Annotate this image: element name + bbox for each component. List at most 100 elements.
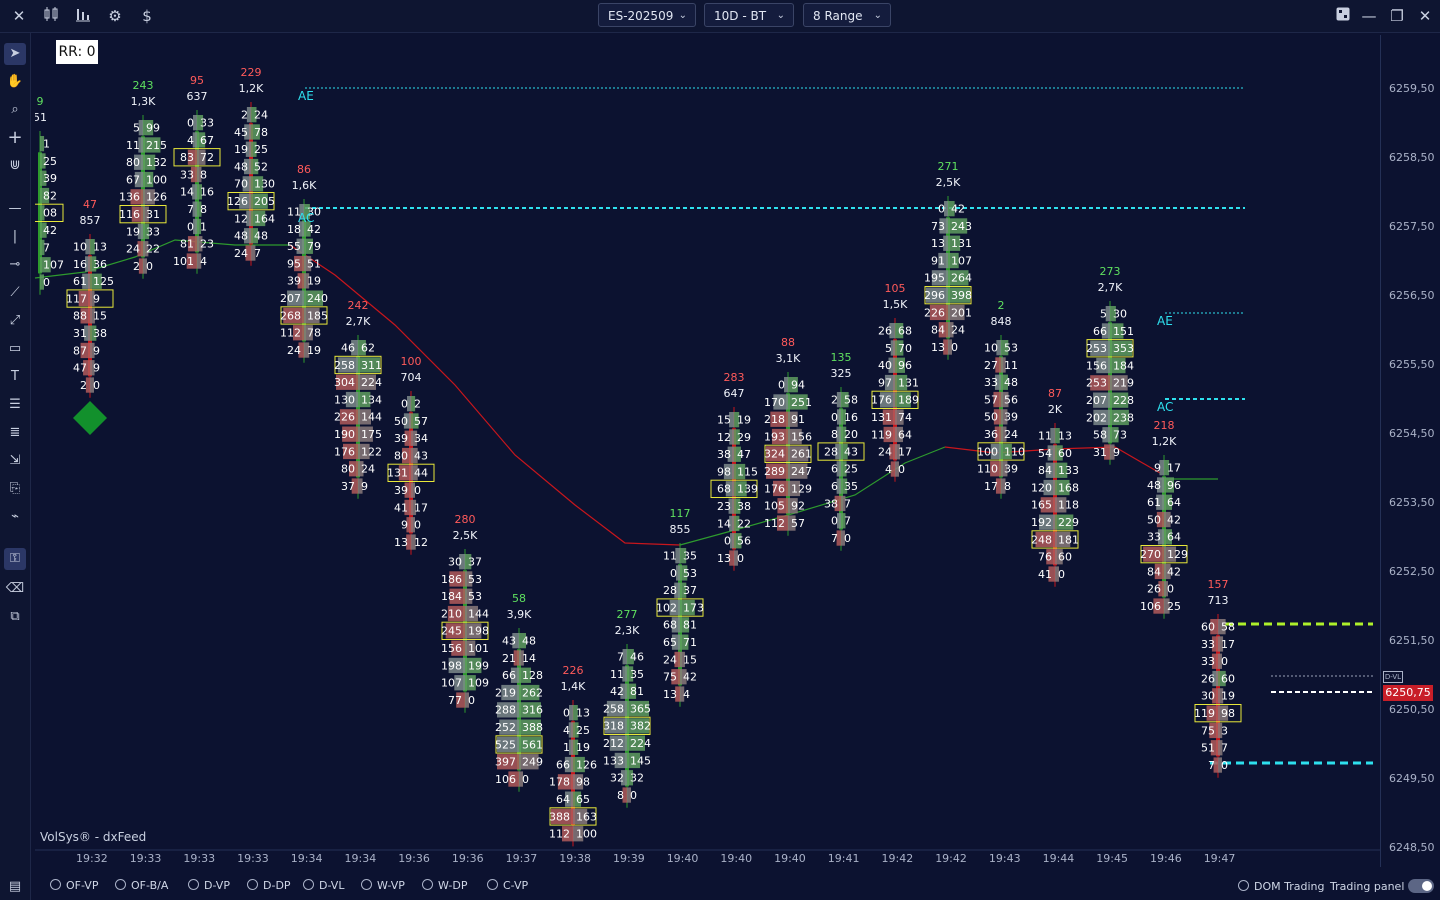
bid-bar bbox=[890, 340, 895, 356]
window-close-icon[interactable]: ✕ bbox=[1418, 7, 1432, 25]
bid-volume: 33 bbox=[1147, 531, 1161, 544]
candles-icon[interactable] bbox=[40, 6, 62, 26]
bid-bar bbox=[882, 409, 895, 425]
ask-bar bbox=[304, 221, 311, 237]
text-icon[interactable]: T bbox=[11, 369, 19, 384]
layers-icon[interactable]: ⧉ bbox=[10, 609, 20, 624]
layout-icon[interactable] bbox=[1332, 6, 1354, 26]
eraser-icon[interactable]: ⌫ bbox=[5, 581, 25, 596]
chevron-down-icon: ⌄ bbox=[678, 10, 687, 21]
crosshair-icon[interactable]: + bbox=[7, 127, 23, 148]
channel-icon[interactable]: ⤢ bbox=[9, 313, 21, 328]
ask-bar bbox=[948, 201, 955, 217]
trendline-icon[interactable]: ⟋ bbox=[10, 285, 20, 300]
bid-bar bbox=[242, 176, 251, 192]
bid-volume: 11 bbox=[1038, 430, 1052, 443]
ask-volume: 0 bbox=[898, 463, 905, 476]
vline-icon[interactable]: | bbox=[12, 229, 18, 244]
indicator-option-dvl[interactable]: D-VL bbox=[303, 879, 344, 892]
poc-box bbox=[441, 621, 489, 641]
dom-trading-option[interactable]: DOM Trading bbox=[1238, 880, 1324, 893]
bid-bar bbox=[1047, 445, 1055, 461]
ask-bar bbox=[734, 515, 740, 532]
bid-bar bbox=[766, 463, 788, 479]
ask-bar bbox=[1218, 619, 1226, 635]
ask-volume: 79 bbox=[307, 240, 321, 253]
bid-bar bbox=[497, 736, 519, 753]
cursor-icon[interactable]: ➤ bbox=[4, 43, 26, 65]
restore-icon[interactable]: ❐ bbox=[1390, 7, 1404, 25]
bid-volume: 130 bbox=[334, 393, 355, 406]
time-tick-label: 19:40 bbox=[666, 852, 699, 865]
delta-label: 2 bbox=[998, 299, 1005, 312]
ask-bar bbox=[465, 692, 469, 708]
ask-volume: 249 bbox=[522, 756, 543, 769]
bid-bar bbox=[336, 374, 358, 390]
bid-bar bbox=[84, 325, 90, 341]
hand-icon[interactable]: ✋ bbox=[6, 74, 24, 89]
price-tick-label: 6249,50 bbox=[1389, 772, 1435, 785]
indicator-option-ofba[interactable]: OF-B/A bbox=[115, 879, 168, 892]
bid-bar bbox=[931, 270, 948, 286]
hline-icon[interactable]: — bbox=[8, 201, 22, 216]
bartype-dropdown[interactable]: 8 Range ⌄ bbox=[803, 3, 891, 27]
ray-icon[interactable]: ⊸ bbox=[9, 257, 21, 272]
magnet-icon[interactable]: ⋓ bbox=[9, 158, 21, 173]
ask-volume: 125 bbox=[93, 275, 114, 288]
panel-toggle-icon[interactable]: ▤ bbox=[8, 879, 22, 894]
lock-icon[interactable]: ⚿ bbox=[4, 548, 26, 570]
bid-volume: 30 bbox=[448, 556, 462, 569]
fib-icon[interactable]: ☰ bbox=[9, 397, 21, 412]
minimize-icon[interactable]: — bbox=[1361, 7, 1377, 25]
rectangle-icon[interactable]: ▭ bbox=[8, 341, 22, 356]
indicator-option-wvp[interactable]: W-VP bbox=[361, 879, 405, 892]
ask-bar bbox=[1164, 494, 1172, 510]
zoom-icon[interactable]: ⌕ bbox=[11, 102, 19, 117]
bid-bar bbox=[834, 495, 841, 512]
indicator-option-ofvp[interactable]: OF-VP bbox=[50, 879, 98, 892]
bid-bar bbox=[837, 513, 841, 529]
price-axis[interactable] bbox=[1380, 35, 1440, 867]
ask-volume: 163 bbox=[576, 810, 597, 823]
arrow-icon[interactable]: ⇲ bbox=[9, 453, 21, 468]
dollar-icon[interactable]: $ bbox=[142, 7, 152, 25]
delta-label: 86 bbox=[297, 163, 311, 176]
ask-volume: 25 bbox=[844, 463, 858, 476]
poc-box bbox=[35, 203, 64, 222]
radio-icon bbox=[247, 879, 258, 890]
gear-icon[interactable]: ⚙ bbox=[108, 7, 122, 25]
signal-icon[interactable]: ⌁ bbox=[11, 509, 19, 524]
levels-icon[interactable]: ≣ bbox=[9, 425, 21, 440]
indicator-option-cvp[interactable]: C-VP bbox=[487, 879, 528, 892]
ask-volume: 129 bbox=[791, 482, 812, 495]
ask-bar bbox=[519, 702, 541, 718]
symbol-dropdown[interactable]: ES-202509 ⌄ bbox=[598, 3, 696, 27]
alert-icon[interactable]: ⎘ bbox=[9, 481, 21, 496]
ask-volume: 175 bbox=[361, 428, 382, 441]
trading-panel-toggle[interactable] bbox=[1408, 879, 1434, 893]
bid-volume: 106 bbox=[495, 773, 516, 786]
ask-bar bbox=[358, 426, 373, 442]
ask-bar bbox=[788, 463, 808, 479]
bid-bar bbox=[1045, 462, 1055, 478]
bid-volume: 198 bbox=[441, 659, 462, 672]
ask-bar bbox=[734, 481, 747, 497]
bid-volume: 170 bbox=[764, 396, 785, 409]
bars-icon[interactable] bbox=[72, 6, 94, 26]
chevron-down-icon: ⌄ bbox=[776, 10, 785, 21]
bid-bar bbox=[193, 218, 197, 235]
close-icon[interactable]: ✕ bbox=[12, 7, 26, 25]
time-tick-label: 19:34 bbox=[344, 852, 377, 865]
period-dropdown[interactable]: 10D - BT ⌄ bbox=[704, 3, 794, 27]
ask-bar bbox=[90, 377, 94, 393]
bid-bar bbox=[621, 770, 627, 786]
time-tick-label: 19:32 bbox=[76, 852, 108, 865]
indicator-option-wdp[interactable]: W-DP bbox=[422, 879, 468, 892]
bid-volume: 219 bbox=[495, 686, 516, 699]
ask-bar bbox=[358, 409, 371, 425]
ask-bar bbox=[411, 534, 416, 550]
indicator-option-dvp[interactable]: D-VP bbox=[188, 879, 230, 892]
ask-bar bbox=[465, 640, 476, 656]
indicator-option-ddp[interactable]: D-DP bbox=[247, 879, 291, 892]
